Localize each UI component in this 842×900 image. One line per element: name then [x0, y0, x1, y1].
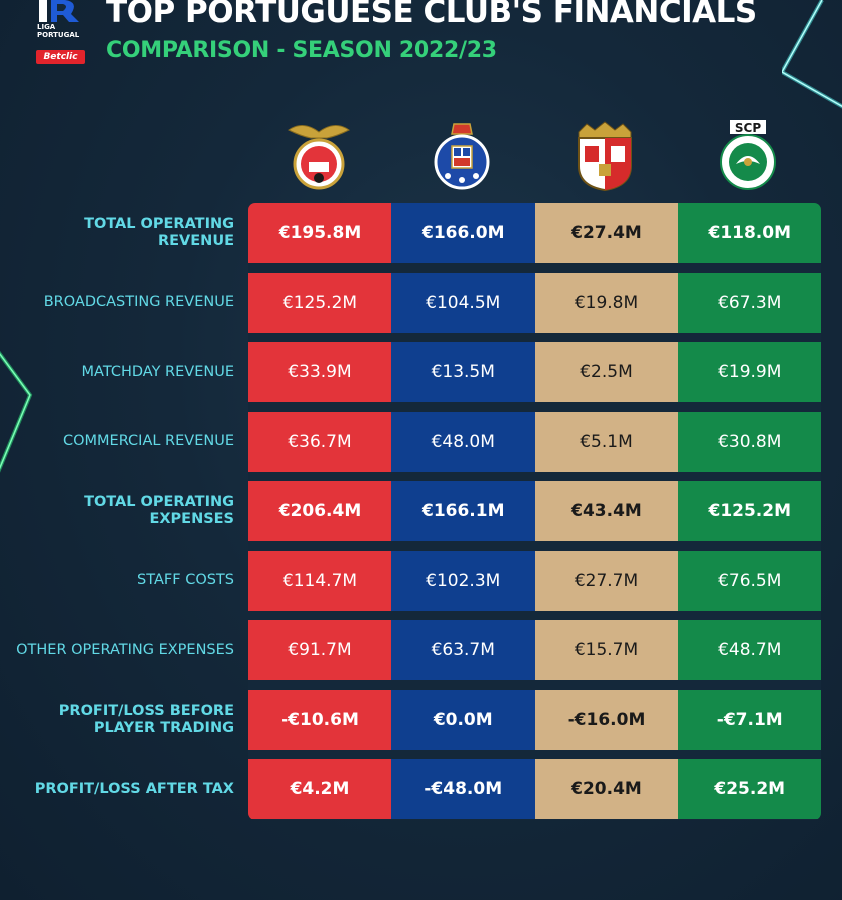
table-cell: €25.2M: [677, 759, 821, 819]
row-label: TOTAL OPERATING EXPENSES: [84, 494, 234, 527]
table-cell: €48.7M: [677, 620, 821, 680]
table-cell: -€10.6M: [248, 689, 392, 750]
svg-text:SCP: SCP: [735, 121, 761, 135]
table-cell: €27.7M: [534, 550, 679, 611]
table-cell: €63.7M: [391, 620, 536, 680]
table-cell: €104.5M: [391, 272, 536, 333]
table-cell: €114.7M: [248, 550, 392, 611]
logo-text-portugal: PORTUGAL: [37, 31, 80, 39]
table-cell: €36.7M: [248, 411, 392, 472]
row-label: TOTAL OPERATING REVENUE: [84, 216, 234, 249]
table-cell: €19.8M: [534, 272, 679, 333]
sporting-crest-icon: SCP: [720, 120, 776, 190]
liga-portugal-mark-icon: [39, 0, 79, 22]
table-cell: €206.4M: [248, 481, 392, 541]
table-cell: €27.4M: [534, 203, 679, 263]
table-cell: €125.2M: [677, 481, 821, 541]
financials-table: €195.8M €166.0M €27.4M €118.0M €125.2M €104.5…: [248, 203, 821, 820]
table-cell: €195.8M: [248, 203, 392, 263]
table-cell: €166.0M: [391, 203, 536, 263]
table-cell: €43.4M: [534, 481, 679, 541]
table-cell: €67.3M: [677, 272, 821, 333]
row-label: MATCHDAY REVENUE: [81, 363, 234, 380]
table-cell: €166.1M: [391, 481, 536, 541]
table-cell: €19.9M: [677, 342, 821, 402]
braga-crest-icon: [578, 121, 632, 192]
table-cell: €20.4M: [534, 759, 679, 819]
table-cell: €13.5M: [391, 342, 536, 402]
table-cell: €102.3M: [391, 550, 536, 611]
glow-line-right: [782, 0, 842, 109]
table-cell: -€48.0M: [391, 759, 536, 819]
row-label: BROADCASTING REVENUE: [43, 294, 234, 310]
logo-text-liga: LIGA: [37, 23, 56, 31]
glow-line-left: [0, 350, 33, 473]
benfica-crest-icon: [288, 125, 350, 190]
table-cell: €48.0M: [391, 411, 536, 472]
table-cell: -€16.0M: [534, 689, 679, 750]
row-label: OTHER OPERATING EXPENSES: [16, 641, 234, 658]
table-cell: €4.2M: [248, 759, 392, 819]
table-cell: €0.0M: [391, 689, 536, 750]
row-label: STAFF COSTS: [137, 572, 234, 588]
logo-badge-betclic: Betclic: [36, 50, 85, 64]
porto-crest-icon: [434, 123, 490, 190]
page-title: TOP PORTUGUESE CLUB'S FINANCIALS: [106, 0, 757, 30]
table-cell: €91.7M: [248, 620, 392, 680]
table-cell: €33.9M: [248, 342, 392, 402]
row-label: PROFIT/LOSS BEFORE PLAYER TRADING: [58, 702, 234, 736]
row-label: PROFIT/LOSS AFTER TAX: [34, 780, 234, 797]
table-cell: €5.1M: [534, 411, 679, 472]
table-cell: €118.0M: [677, 203, 821, 263]
table-cell: €15.7M: [534, 620, 679, 680]
table-cell: €125.2M: [248, 272, 392, 333]
row-label: COMMERCIAL REVENUE: [62, 433, 234, 449]
table-cell: €2.5M: [534, 342, 679, 402]
table-cell: €30.8M: [677, 411, 821, 472]
liga-portugal-logo: LIGA PORTUGAL Betclic: [35, 0, 85, 64]
page-subtitle: COMPARISON - SEASON 2022/23: [106, 38, 497, 63]
table-cell: -€7.1M: [677, 689, 821, 750]
table-cell: €76.5M: [677, 550, 821, 611]
